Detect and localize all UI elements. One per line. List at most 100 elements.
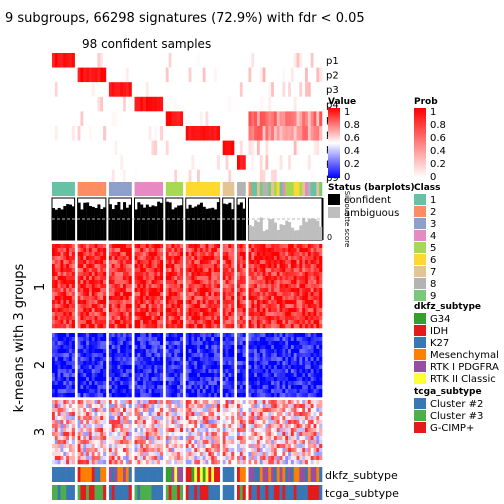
heatmap-cell [194,385,198,390]
heatmap-cell [268,276,272,281]
heatmap-cell [71,408,75,413]
heatmap-cell [288,357,292,362]
heatmap-cell [63,416,67,421]
prob-cell [177,140,181,156]
silhouette-bar [256,221,260,240]
heatmap-cell [254,244,258,249]
heatmap-cell [188,276,192,281]
heatmap-cell [251,312,255,317]
heatmap-cell [114,424,118,429]
prob-cell [137,111,141,126]
heatmap-cell [134,244,138,249]
silhouette-bar [100,208,104,240]
prob-cell [111,67,115,83]
heatmap-cell [103,369,107,374]
prob-cell [165,53,169,68]
heatmap-cell [299,252,303,257]
heatmap-cell [148,349,152,354]
heatmap-cell [97,276,101,281]
heatmap-cell [52,365,56,370]
heatmap-cell [128,400,132,405]
prob-cell [60,53,64,68]
heatmap-cell [188,412,192,417]
heatmap-cell [120,296,124,301]
heatmap-cell [111,292,115,297]
heatmap-cell [91,452,95,457]
heatmap-cell [256,296,261,301]
heatmap-cell [128,353,132,358]
heatmap-cell [134,308,138,313]
heatmap-cell [143,385,147,390]
heatmap-cell [251,304,255,309]
heatmap-cell [199,308,204,313]
heatmap-cell [282,324,286,329]
heatmap-cell [231,393,235,398]
heatmap-cell [117,448,121,453]
heatmap-cell [254,337,258,342]
silhouette-bar [154,206,158,240]
heatmap-cell [259,333,263,338]
heatmap-cell [256,385,261,390]
heatmap-cell [77,280,81,285]
silhouette-bar [310,218,314,240]
prob-cell [251,155,255,170]
heatmap-cell [63,333,67,338]
heatmap-cell [179,256,184,261]
heatmap-cell [125,377,129,382]
heatmap-cell [83,312,87,317]
heatmap-cell [111,304,115,309]
heatmap-cell [83,324,87,329]
heatmap-cell [168,393,172,398]
heatmap-cell [254,308,258,313]
heatmap-cell [262,341,266,346]
heatmap-cell [134,349,138,354]
heatmap-cell [54,353,58,358]
heatmap-cell [159,389,164,394]
heatmap-cell [71,416,75,421]
heatmap-cell [293,284,297,289]
silhouette-bar [288,222,292,240]
heatmap-cell [179,308,184,313]
heatmap-cell [307,393,311,398]
prob-cell [262,53,266,68]
heatmap-cell [237,333,241,338]
heatmap-cell [211,324,215,329]
heatmap-cell [63,272,67,277]
heatmap-cell [302,276,306,281]
heatmap-cell [108,420,113,425]
heatmap-cell [97,304,101,309]
heatmap-cell [120,365,124,370]
prob-cell [248,82,252,97]
heatmap-cell [319,248,323,253]
heatmap-cell [293,276,297,281]
heatmap-cell [60,369,64,374]
prob-cell [316,169,320,185]
heatmap-cell [285,389,289,394]
heatmap-cell [154,393,158,398]
heatmap-cell [313,357,317,362]
heatmap-cell [108,349,113,354]
heatmap-cell [60,264,64,269]
heatmap-cell [100,393,104,398]
heatmap-cell [205,349,209,354]
heatmap-cell [86,456,90,461]
heatmap-cell [103,288,107,293]
heatmap-cell [103,244,107,249]
heatmap-cell [123,268,127,273]
heatmap-cell [188,436,192,441]
heatmap-cell [273,365,278,370]
heatmap-cell [145,292,149,297]
heatmap-cell [202,385,206,390]
heatmap-cell [191,416,195,421]
heatmap-cell [319,385,323,390]
silhouette-bar [57,207,61,240]
prob-cell [103,155,107,170]
heatmap-cell [60,256,64,261]
heatmap-cell [77,272,81,277]
heatmap-cell [202,393,206,398]
prob-cell [191,140,195,156]
heatmap-cell [123,361,127,366]
class-cell [165,182,169,196]
heatmap-cell [134,420,138,425]
heatmap-cell [171,385,175,390]
